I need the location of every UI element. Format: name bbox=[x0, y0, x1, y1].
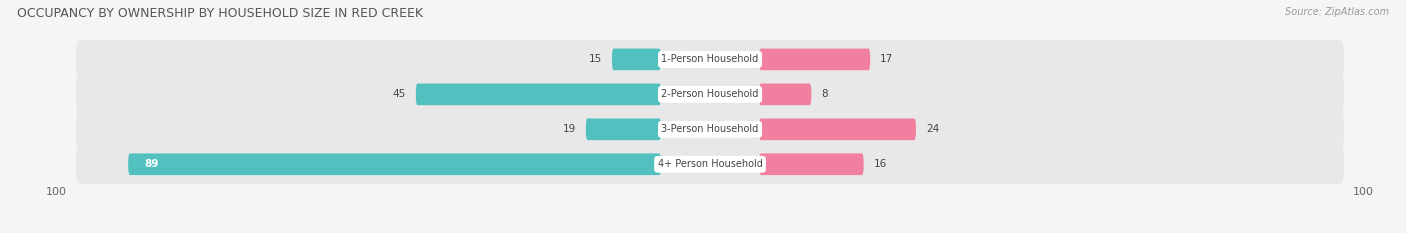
FancyBboxPatch shape bbox=[76, 40, 1344, 79]
Text: 8: 8 bbox=[821, 89, 828, 99]
FancyBboxPatch shape bbox=[76, 110, 1344, 149]
FancyBboxPatch shape bbox=[612, 49, 661, 70]
FancyBboxPatch shape bbox=[76, 145, 1344, 184]
Text: 1-Person Household: 1-Person Household bbox=[661, 55, 759, 64]
Text: OCCUPANCY BY OWNERSHIP BY HOUSEHOLD SIZE IN RED CREEK: OCCUPANCY BY OWNERSHIP BY HOUSEHOLD SIZE… bbox=[17, 7, 423, 20]
Text: 2-Person Household: 2-Person Household bbox=[661, 89, 759, 99]
FancyBboxPatch shape bbox=[759, 83, 811, 105]
FancyBboxPatch shape bbox=[128, 153, 661, 175]
Text: 45: 45 bbox=[392, 89, 406, 99]
Text: 15: 15 bbox=[589, 55, 602, 64]
FancyBboxPatch shape bbox=[416, 83, 661, 105]
FancyBboxPatch shape bbox=[759, 49, 870, 70]
FancyBboxPatch shape bbox=[586, 118, 661, 140]
FancyBboxPatch shape bbox=[76, 75, 1344, 114]
Text: 16: 16 bbox=[873, 159, 887, 169]
Text: 4+ Person Household: 4+ Person Household bbox=[658, 159, 762, 169]
Text: 89: 89 bbox=[145, 159, 159, 169]
Legend: Owner-occupied, Renter-occupied: Owner-occupied, Renter-occupied bbox=[592, 230, 828, 233]
Text: 19: 19 bbox=[562, 124, 576, 134]
Text: Source: ZipAtlas.com: Source: ZipAtlas.com bbox=[1285, 7, 1389, 17]
FancyBboxPatch shape bbox=[759, 118, 915, 140]
Text: 24: 24 bbox=[925, 124, 939, 134]
FancyBboxPatch shape bbox=[759, 153, 863, 175]
Text: 3-Person Household: 3-Person Household bbox=[661, 124, 759, 134]
Text: 17: 17 bbox=[880, 55, 893, 64]
